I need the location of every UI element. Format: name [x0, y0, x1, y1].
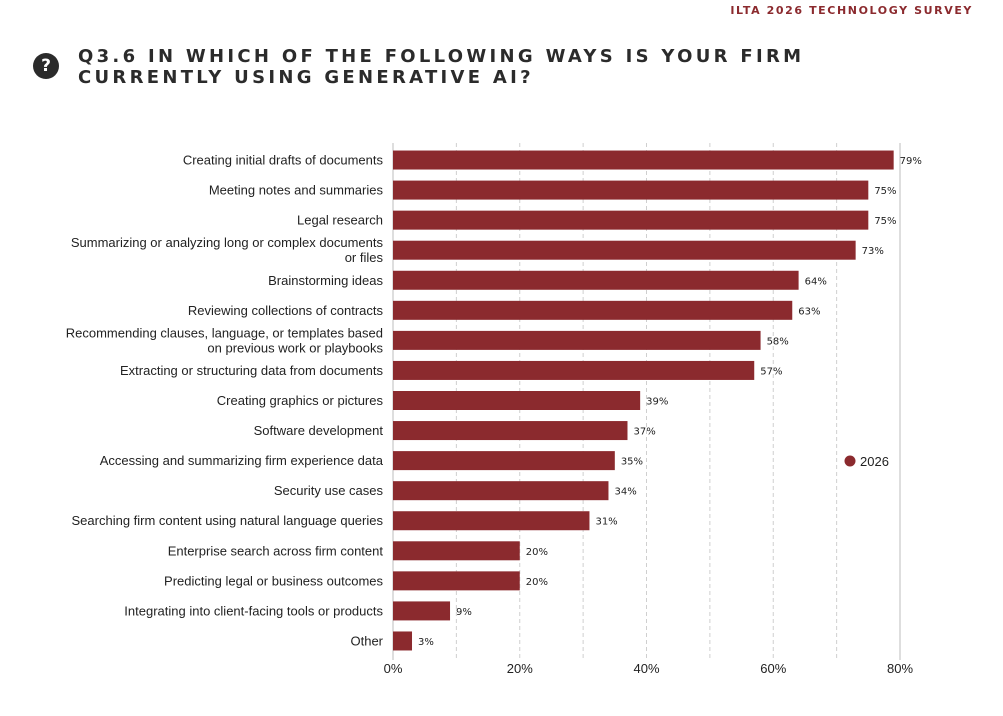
category-label: Security use cases	[274, 483, 384, 498]
bar	[393, 511, 590, 531]
bar	[393, 451, 615, 471]
value-label: 57%	[760, 366, 782, 377]
bar	[393, 481, 609, 501]
bar	[393, 571, 520, 591]
bar	[393, 210, 869, 230]
value-label: 75%	[874, 216, 896, 227]
bar	[393, 240, 856, 260]
category-label: Reviewing collections of contracts	[188, 303, 384, 318]
x-tick-label: 20%	[507, 661, 533, 676]
legend-marker	[844, 455, 856, 467]
bar	[393, 391, 641, 410]
bar	[393, 541, 520, 561]
category-label: Creating graphics or pictures	[217, 393, 384, 408]
value-labels: 79% 75% 75% 73% 64% 63% 58% 57% 39% 37% 35% 34% 31% 2…	[418, 156, 922, 648]
question-title: Q3.6 In which of the following ways is y…	[78, 46, 805, 88]
bar	[393, 300, 793, 320]
value-label: 20%	[526, 547, 548, 558]
value-label: 31%	[595, 517, 617, 528]
question-mark-icon: ?	[33, 53, 59, 79]
bar	[393, 360, 755, 380]
category-label: Enterprise search across firm content	[168, 543, 384, 558]
category-label: Summarizing or analyzing long or complex…	[71, 235, 384, 265]
category-label: Accessing and summarizing firm experienc…	[100, 453, 384, 468]
bar	[393, 631, 413, 651]
bar	[393, 270, 799, 290]
x-tick-label: 0%	[384, 661, 403, 676]
value-label: 75%	[874, 186, 896, 197]
category-label: Other	[350, 633, 383, 648]
value-label: 63%	[798, 306, 820, 317]
survey-header-label: ILTA 2026 TECHNOLOGY SURVEY	[730, 4, 973, 17]
value-label: 34%	[614, 487, 636, 498]
category-label: Predicting legal or business outcomes	[164, 573, 383, 588]
category-label: Software development	[254, 423, 384, 438]
bars	[393, 150, 894, 651]
category-label: Extracting or structuring data from docu…	[120, 363, 384, 378]
category-label: Legal research	[297, 213, 383, 228]
value-label: 73%	[862, 246, 884, 257]
legend: 2026	[844, 454, 889, 469]
legend-label: 2026	[860, 454, 889, 469]
bar	[393, 330, 761, 350]
value-label: 9%	[456, 607, 472, 618]
value-label: 64%	[805, 276, 827, 287]
value-label: 58%	[767, 336, 789, 347]
category-label: Integrating into client-facing tools or …	[124, 603, 383, 618]
value-label: 79%	[900, 156, 922, 167]
category-label: Meeting notes and summaries	[209, 183, 384, 198]
value-label: 20%	[526, 577, 548, 588]
x-tick-label: 80%	[887, 661, 913, 676]
value-label: 3%	[418, 637, 434, 648]
x-axis-ticks: 0% 20% 40% 60% 80%	[384, 661, 914, 676]
value-label: 35%	[621, 457, 643, 468]
category-label: Recommending clauses, language, or templ…	[66, 325, 384, 355]
category-label: Creating initial drafts of documents	[183, 153, 384, 168]
category-label: Brainstorming ideas	[268, 273, 383, 288]
category-label: Searching firm content using natural lan…	[72, 513, 384, 528]
x-tick-label: 40%	[633, 661, 659, 676]
value-label: 37%	[633, 427, 655, 438]
bar	[393, 601, 451, 621]
value-label: 39%	[646, 397, 668, 408]
x-tick-label: 60%	[760, 661, 786, 676]
bar	[393, 150, 894, 170]
category-labels: Creating initial drafts of documents Meet…	[66, 153, 384, 649]
bar	[393, 180, 869, 200]
bar	[393, 421, 628, 441]
